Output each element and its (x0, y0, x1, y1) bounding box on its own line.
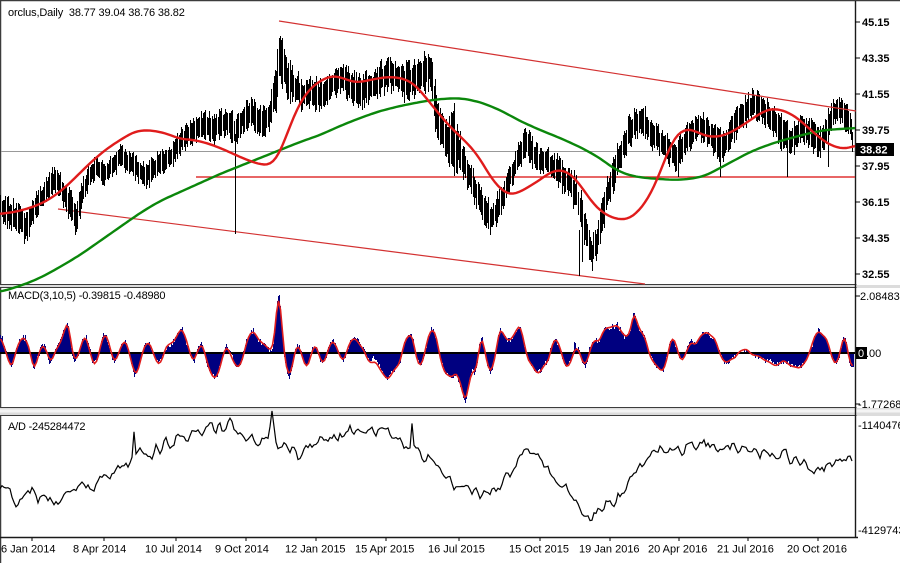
svg-text:41.55: 41.55 (862, 89, 890, 101)
svg-text:20 Oct 2016: 20 Oct 2016 (787, 544, 847, 556)
svg-text:.00: .00 (866, 348, 881, 360)
svg-text:45.15: 45.15 (862, 17, 890, 29)
svg-text:6 Jan 2014: 6 Jan 2014 (1, 544, 55, 556)
svg-text:43.35: 43.35 (862, 53, 890, 65)
svg-text:2.08483: 2.08483 (860, 291, 900, 303)
svg-text:0: 0 (858, 348, 864, 360)
svg-text:8 Apr 2014: 8 Apr 2014 (73, 544, 126, 556)
svg-text:16 Jul 2015: 16 Jul 2015 (428, 544, 485, 556)
svg-text:21 Jul 2016: 21 Jul 2016 (717, 544, 774, 556)
svg-text:15 Oct 2015: 15 Oct 2015 (509, 544, 569, 556)
svg-text:36.15: 36.15 (862, 197, 890, 209)
svg-text:34.35: 34.35 (862, 233, 890, 245)
svg-text:15 Apr 2015: 15 Apr 2015 (355, 544, 414, 556)
svg-text:MACD(3,10,5) -0.39815 -0.48980: MACD(3,10,5) -0.39815 -0.48980 (8, 290, 165, 302)
svg-text:19 Jan 2016: 19 Jan 2016 (579, 544, 640, 556)
svg-text:32.55: 32.55 (862, 269, 890, 281)
svg-text:-1.77268: -1.77268 (858, 399, 900, 411)
svg-text:38.82: 38.82 (860, 145, 888, 157)
svg-text:A/D -245284472: A/D -245284472 (8, 421, 85, 433)
svg-text:10 Jul 2014: 10 Jul 2014 (145, 544, 202, 556)
svg-text:39.75: 39.75 (862, 125, 890, 137)
svg-text:37.95: 37.95 (862, 161, 890, 173)
svg-text:9 Oct 2014: 9 Oct 2014 (215, 544, 269, 556)
svg-text:-4129743: -4129743 (858, 525, 900, 537)
svg-text:-1140476: -1140476 (858, 420, 900, 432)
svg-text:20 Apr 2016: 20 Apr 2016 (648, 544, 707, 556)
svg-text:orclus,Daily 38.77 39.04 38.7: orclus,Daily 38.77 39.04 38.76 38.82 (8, 7, 185, 19)
svg-text:12 Jan 2015: 12 Jan 2015 (285, 544, 346, 556)
